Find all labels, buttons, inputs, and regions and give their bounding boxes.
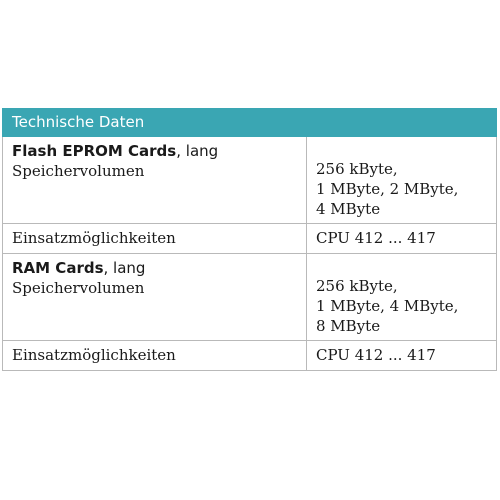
capacity-label: Speichervolumen (12, 279, 145, 297)
group-title: Flash EPROM Cards (12, 142, 177, 160)
capacity-value-line: 1 MByte, 4 MByte, (316, 297, 459, 315)
capacity-value-cell: 256 kByte, 1 MByte, 2 MByte, 4 MByte (305, 136, 498, 224)
cell-spacer (316, 258, 492, 276)
group-label-cell: Flash EPROM Cards, lang Speichervolumen (2, 136, 307, 224)
cell-spacer (316, 141, 492, 159)
capacity-value-line: 256 kByte, (316, 160, 398, 178)
table-row: Einsatzmöglichkeiten CPU 412 ... 417 (2, 223, 498, 254)
capacity-value-line: 8 MByte (316, 317, 381, 335)
group-title-line: Flash EPROM Cards, lang (12, 141, 302, 161)
table-header: Technische Daten (1, 108, 498, 137)
capacity-value-line: 1 MByte, 2 MByte, (316, 180, 459, 198)
capacity-label: Speichervolumen (12, 162, 145, 180)
capacity-value-cell: 256 kByte, 1 MByte, 4 MByte, 8 MByte (305, 253, 498, 341)
usage-value: CPU 412 ... 417 (305, 223, 498, 254)
group-title-line: RAM Cards, lang (12, 258, 302, 278)
group-label-cell: RAM Cards, lang Speichervolumen (2, 253, 307, 341)
group-title-suffix: , lang (176, 142, 219, 160)
technical-data-table: Technische Daten Flash EPROM Cards, lang… (1, 108, 498, 371)
table-row: Einsatzmöglichkeiten CPU 412 ... 417 (2, 340, 498, 371)
group-title: RAM Cards (12, 259, 104, 277)
capacity-value-line: 4 MByte (316, 200, 381, 218)
usage-label: Einsatzmöglichkeiten (2, 223, 307, 254)
group-title-suffix: , lang (103, 259, 146, 277)
usage-label: Einsatzmöglichkeiten (2, 340, 307, 371)
capacity-value-line: 256 kByte, (316, 277, 398, 295)
usage-value: CPU 412 ... 417 (305, 340, 498, 371)
table-row: Flash EPROM Cards, lang Speichervolumen … (2, 136, 498, 224)
table-row: RAM Cards, lang Speichervolumen 256 kByt… (2, 253, 498, 341)
table-header-row: Technische Daten (1, 108, 498, 137)
